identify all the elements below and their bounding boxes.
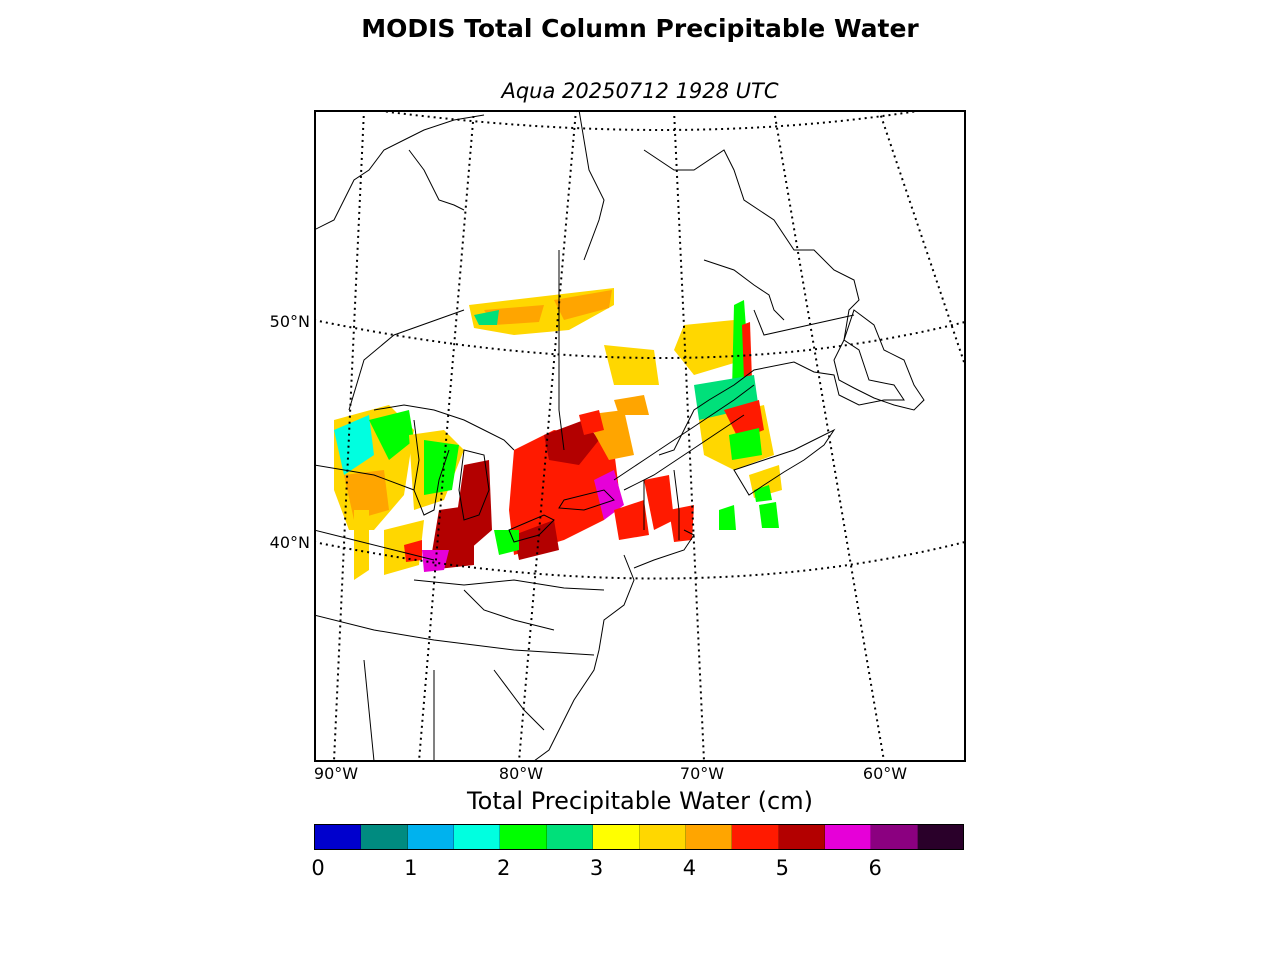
colorbar-label: Total Precipitable Water (cm) bbox=[467, 787, 813, 815]
map-frame-border bbox=[314, 110, 966, 762]
lat-label-50n: 50°N bbox=[269, 312, 310, 331]
figure-subtitle: Aqua 20250712 1928 UTC bbox=[501, 79, 779, 103]
precipitable-water-swath bbox=[334, 288, 782, 580]
colorbar-segment bbox=[593, 825, 640, 849]
colorbar-tick-label: 6 bbox=[868, 856, 882, 880]
colorbar-segment bbox=[778, 825, 825, 849]
colorbar-segment bbox=[871, 825, 918, 849]
colorbar-segment bbox=[500, 825, 547, 849]
colorbar-segment bbox=[546, 825, 594, 849]
lon-label-80w: 80°W bbox=[498, 764, 544, 783]
colorbar-segment bbox=[917, 825, 964, 849]
colorbar bbox=[314, 824, 964, 850]
colorbar-segment bbox=[639, 825, 686, 849]
colorbar-segment bbox=[824, 825, 872, 849]
colorbar-segment bbox=[315, 825, 362, 849]
lon-label-70w: 70°W bbox=[679, 764, 725, 783]
lat-label-40n: 40°N bbox=[269, 533, 310, 552]
colorbar-tick-label: 4 bbox=[682, 856, 697, 880]
lon-label-90w: 90°W bbox=[313, 764, 359, 783]
colorbar-segment bbox=[685, 825, 733, 849]
colorbar-segment bbox=[454, 825, 501, 849]
colorbar-segment bbox=[407, 825, 455, 849]
colorbar-tick-label: 5 bbox=[775, 856, 789, 880]
colorbar-segment bbox=[361, 825, 408, 849]
map-panel bbox=[314, 110, 966, 762]
colorbar-tick-label: 0 bbox=[311, 856, 325, 880]
figure-title: MODIS Total Column Precipitable Water bbox=[361, 14, 919, 43]
colorbar-tick-label: 2 bbox=[497, 856, 511, 880]
colorbar-tick-label: 3 bbox=[589, 856, 604, 880]
colorbar-tick-label: 1 bbox=[404, 856, 418, 880]
coastlines-and-borders bbox=[315, 111, 925, 761]
lat-lon-graticule bbox=[315, 111, 965, 761]
colorbar-segment bbox=[732, 825, 779, 849]
lon-label-60w: 60°W bbox=[862, 764, 908, 783]
